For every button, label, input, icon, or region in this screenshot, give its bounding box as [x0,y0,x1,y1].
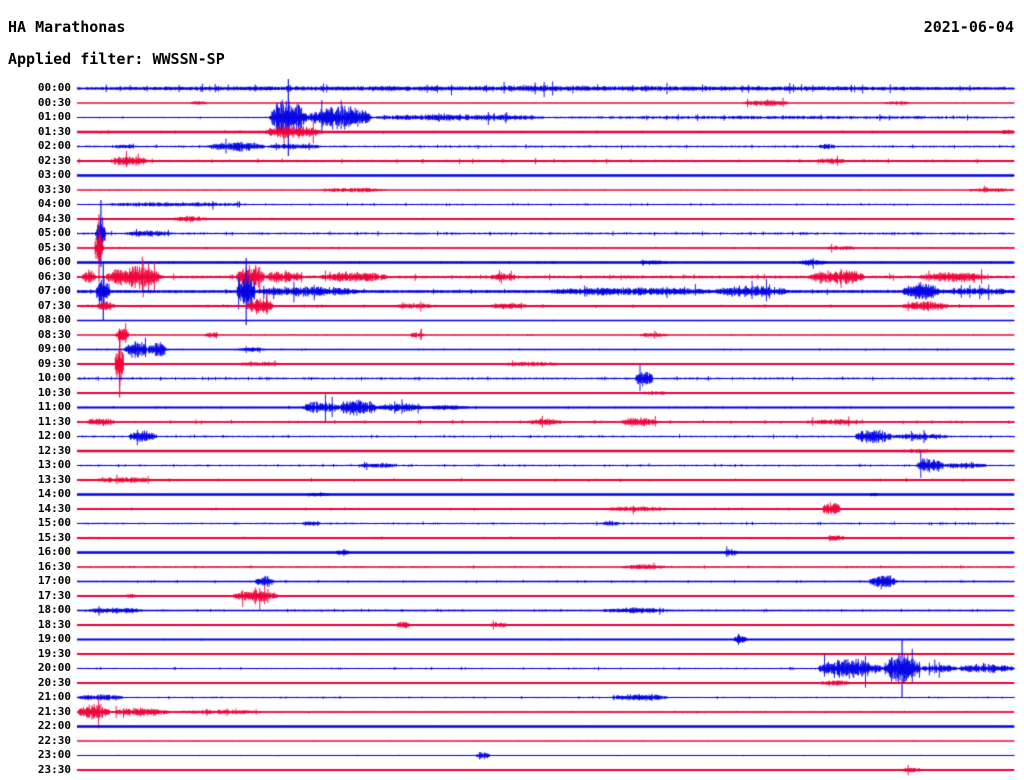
time-tick-label: 04:00 [37,197,71,210]
time-tick-label: 18:30 [37,617,71,631]
time-tick-label: 16:00 [37,545,71,558]
time-tick-label: 11:30 [37,414,71,428]
time-tick-label: 08:30 [37,327,71,341]
time-tick-label: 02:00 [37,139,71,152]
page-title: HA Marathonas [8,18,126,36]
time-tick-label: 14:00 [37,487,71,500]
time-tick-label: 01:00 [37,110,71,123]
time-tick-label: 20:00 [37,661,71,674]
time-tick-label: 11:00 [37,400,71,413]
time-tick-label: 01:30 [37,124,71,138]
time-tick-label: 22:00 [37,719,71,732]
time-tick-label: 17:00 [37,574,71,587]
time-tick-label: 16:30 [37,559,71,573]
applied-filter-label: Applied filter: WWSSN-SP [8,50,225,68]
time-tick-label: 23:00 [37,748,71,761]
time-tick-label: 19:30 [37,646,71,660]
time-tick-label: 07:00 [37,284,71,297]
time-tick-label: 03:00 [37,168,71,181]
time-tick-label: 15:30 [37,530,71,544]
time-tick-label: 12:00 [37,429,71,442]
time-tick-label: 00:00 [37,81,71,94]
time-tick-label: 19:00 [37,632,71,645]
time-tick-label: 05:30 [37,240,71,254]
time-tick-label: 22:30 [37,733,71,747]
date-label: 2021-06-04 [923,18,1014,36]
time-tick-label: 00:30 [37,95,71,109]
time-tick-label: 07:30 [37,298,71,312]
time-tick-label: 21:30 [37,704,71,718]
time-tick-label: 09:00 [37,342,71,355]
time-tick-label: 10:00 [37,371,71,384]
time-tick-label: 12:30 [37,443,71,457]
time-tick-label: 13:30 [37,472,71,486]
seismogram-canvas [0,78,1024,780]
time-tick-label: 14:30 [37,501,71,515]
time-tick-label: 03:30 [37,182,71,196]
time-tick-label: 13:00 [37,458,71,471]
time-tick-label: 04:30 [37,211,71,225]
time-tick-label: 06:00 [37,255,71,268]
time-tick-label: 09:30 [37,356,71,370]
time-tick-label: 10:30 [37,385,71,399]
time-tick-label: 18:00 [37,603,71,616]
time-tick-label: 08:00 [37,313,71,326]
time-tick-label: 20:30 [37,675,71,689]
time-tick-label: 02:30 [37,153,71,167]
time-tick-label: 21:00 [37,690,71,703]
time-tick-label: 23:30 [37,762,71,776]
time-tick-label: 15:00 [37,516,71,529]
time-axis: 00:00 00:30 01:00 01:30 02:00 02:30 03:00 03:30… [0,78,76,780]
time-tick-label: 17:30 [37,588,71,602]
time-tick-label: 05:00 [37,226,71,239]
helicorder-plot: 00:00 00:30 01:00 01:30 02:00 02:30 03:00 03:30… [0,78,1024,780]
time-tick-label: 06:30 [37,269,71,283]
